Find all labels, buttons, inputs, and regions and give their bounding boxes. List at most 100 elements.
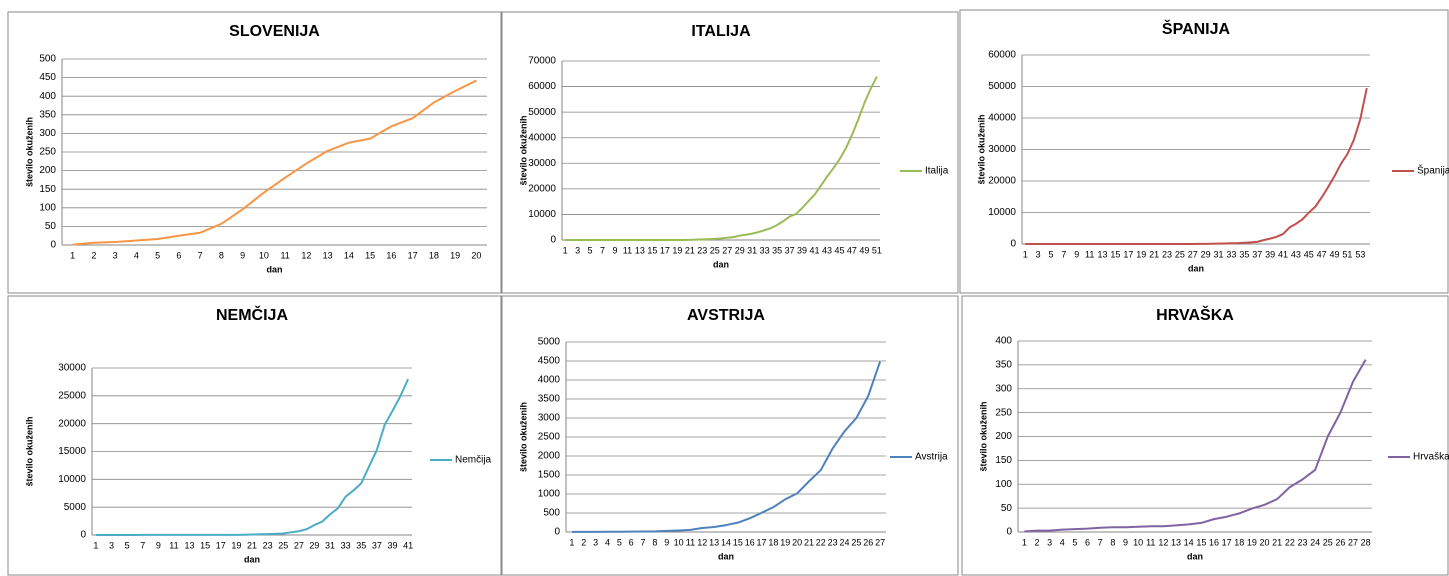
x-tick-label: 31 — [1214, 249, 1224, 259]
x-tick-label: 35 — [1239, 249, 1249, 259]
y-tick-label: 150 — [995, 455, 1012, 466]
y-axis-label: število okuženih — [518, 402, 528, 472]
x-tick-label: 1 — [70, 250, 75, 260]
x-tick-label: 49 — [859, 245, 869, 255]
x-tick-label: 13 — [185, 540, 195, 550]
x-tick-label: 51 — [872, 245, 882, 255]
y-tick-label: 20000 — [988, 176, 1016, 187]
chart-frame — [961, 295, 1449, 576]
x-axis-label: dan — [718, 551, 734, 561]
x-tick-label: 19 — [450, 250, 460, 260]
y-tick-label: 3500 — [538, 394, 561, 405]
x-tick-label: 27 — [1348, 537, 1358, 547]
x-tick-label: 39 — [797, 245, 807, 255]
x-tick-label: 7 — [198, 250, 203, 260]
y-tick-label: 200 — [39, 165, 56, 176]
chart-title: AVSTRIJA — [687, 307, 765, 324]
x-tick-label: 11 — [169, 540, 178, 550]
y-tick-label: 400 — [39, 91, 56, 102]
x-tick-label: 12 — [301, 250, 311, 260]
x-tick-label: 18 — [1234, 537, 1244, 547]
x-tick-label: 23 — [697, 245, 707, 255]
y-tick-label: 100 — [39, 202, 56, 213]
x-tick-label: 6 — [629, 537, 634, 547]
x-tick-label: 25 — [710, 245, 720, 255]
x-tick-label: 1 — [1023, 249, 1028, 259]
legend-label: Španija — [1417, 164, 1449, 177]
data-line — [1024, 359, 1367, 533]
x-tick-label: 18 — [768, 537, 778, 547]
legend-label: Italija — [925, 166, 949, 177]
x-tick-label: 24 — [1310, 537, 1320, 547]
x-tick-label: 33 — [341, 540, 351, 550]
y-tick-label: 450 — [39, 72, 56, 83]
data-line — [571, 361, 882, 533]
x-tick-label: 7 — [600, 245, 605, 255]
x-tick-label: 5 — [1048, 249, 1053, 259]
x-tick-label: 37 — [1252, 249, 1262, 259]
x-tick-label: 49 — [1330, 249, 1340, 259]
y-tick-label: 50 — [1001, 503, 1013, 514]
x-tick-label: 47 — [847, 245, 857, 255]
x-tick-label: 20 — [792, 537, 802, 547]
y-tick-label: 250 — [39, 147, 56, 158]
y-tick-label: 40000 — [988, 113, 1016, 124]
y-axis-label: število okuženih — [24, 416, 34, 486]
x-tick-label: 39 — [387, 540, 397, 550]
y-tick-label: 50 — [45, 221, 57, 232]
x-tick-label: 8 — [1110, 537, 1115, 547]
y-tick-label: 200 — [995, 431, 1012, 442]
chart-frame — [501, 295, 959, 576]
x-tick-label: 27 — [722, 245, 732, 255]
x-tick-label: 11 — [686, 537, 695, 547]
x-tick-label: 23 — [1162, 249, 1172, 259]
x-tick-label: 25 — [1175, 249, 1185, 259]
x-tick-label: 21 — [685, 245, 695, 255]
x-tick-label: 8 — [219, 250, 224, 260]
x-tick-label: 2 — [581, 537, 586, 547]
x-tick-label: 15 — [200, 540, 210, 550]
data-line — [72, 79, 477, 246]
x-tick-label: 47 — [1317, 249, 1327, 259]
x-tick-label: 13 — [323, 250, 333, 260]
x-tick-label: 39 — [1265, 249, 1275, 259]
x-tick-label: 7 — [1098, 537, 1103, 547]
x-tick-label: 29 — [1201, 249, 1211, 259]
x-tick-label: 16 — [386, 250, 396, 260]
y-tick-label: 70000 — [528, 56, 556, 67]
data-line — [95, 378, 410, 536]
chart-frame — [7, 295, 502, 576]
y-tick-label: 30000 — [528, 158, 556, 169]
x-tick-label: 10 — [674, 537, 684, 547]
x-tick-label: 23 — [263, 540, 273, 550]
x-tick-label: 37 — [372, 540, 382, 550]
x-tick-label: 3 — [1047, 537, 1052, 547]
y-tick-label: 250 — [995, 407, 1012, 418]
x-tick-label: 20 — [471, 250, 481, 260]
x-tick-label: 25 — [1323, 537, 1333, 547]
y-tick-label: 150 — [39, 184, 56, 195]
y-tick-label: 100 — [995, 479, 1012, 490]
legend-label: Nemčija — [455, 455, 492, 466]
y-tick-label: 10000 — [528, 209, 556, 220]
x-tick-label: 35 — [772, 245, 782, 255]
x-tick-label: 11 — [1146, 537, 1155, 547]
x-tick-label: 7 — [140, 540, 145, 550]
x-tick-label: 17 — [1222, 537, 1232, 547]
x-tick-label: 12 — [1158, 537, 1168, 547]
x-tick-label: 5 — [125, 540, 130, 550]
x-tick-label: 9 — [1123, 537, 1128, 547]
x-tick-label: 26 — [863, 537, 873, 547]
x-tick-label: 51 — [1342, 249, 1352, 259]
x-tick-label: 1 — [569, 537, 574, 547]
x-tick-label: 6 — [1085, 537, 1090, 547]
x-tick-label: 13 — [1098, 249, 1108, 259]
y-tick-label: 15000 — [58, 446, 86, 457]
data-line — [565, 76, 878, 241]
x-tick-label: 18 — [429, 250, 439, 260]
y-axis-label: število okuženih — [24, 117, 34, 187]
x-tick-label: 3 — [593, 537, 598, 547]
x-tick-label: 21 — [1272, 537, 1282, 547]
x-tick-label: 21 — [1149, 249, 1159, 259]
